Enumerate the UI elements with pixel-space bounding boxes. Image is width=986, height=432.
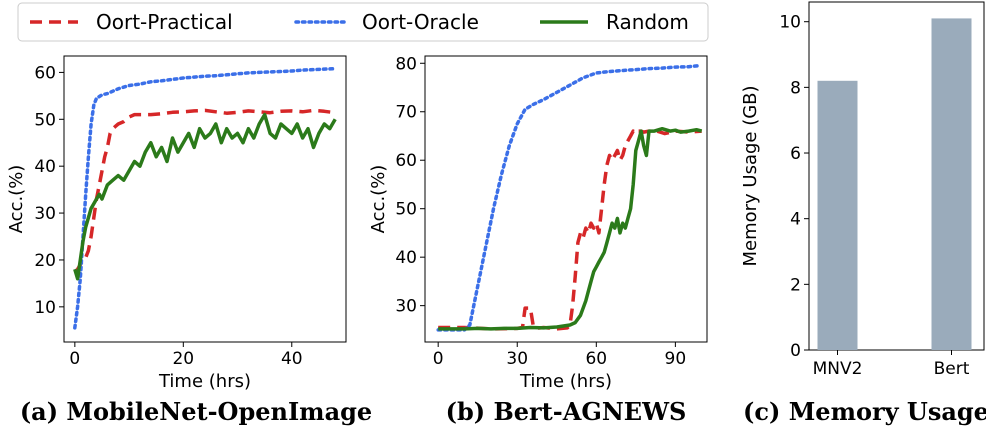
y-tick-label: 50 [395,200,417,220]
series-line-random [73,112,337,281]
legend: Oort-Practical Oort-Oracle Random [17,2,709,42]
y-tick-label: 70 [395,103,417,123]
x-tick-label: 60 [585,349,607,369]
y-tick-label: 0 [790,341,801,361]
x-axis-label: Time (hrs) [519,371,612,392]
x-tick-label: 90 [665,349,687,369]
y-tick-label: 40 [34,157,56,177]
x-tick-label: 0 [69,349,80,369]
x-tick-label-bert: Bert [934,359,970,379]
y-tick-label: 8 [790,78,801,98]
y-tick-label: 20 [34,251,56,271]
y-tick-label: 10 [34,298,56,318]
bar-bert [931,18,972,350]
x-axis-label: Time (hrs) [158,371,251,392]
bar-mnv2 [817,80,858,350]
y-tick-label: 40 [395,248,417,268]
x-tick-label: 40 [281,349,303,369]
series-line-oort-practical [73,108,336,274]
panel-mobilenet-openimage: 0 20 40 10 20 30 40 50 60 Time (hrs) Acc.(%) (a)… [6,55,372,426]
plot-frame [424,55,708,343]
legend-label-oort-practical: Oort-Practical [96,10,233,34]
legend-frame [17,2,709,42]
x-tick-label: 30 [506,349,528,369]
y-tick-label: 10 [779,13,801,33]
y-tick-label: 6 [790,144,801,164]
caption-a: (a) MobileNet-OpenImage [20,397,372,426]
caption-b: (b) Bert-AGNEWS [446,397,687,426]
y-tick-label: 80 [395,54,417,74]
y-tick-label: 50 [34,110,56,130]
y-axis-label: Acc.(%) [368,165,389,234]
legend-label-random: Random [606,10,689,34]
caption-c: (c) Memory Usage [743,397,986,426]
y-axis-label: Memory Usage (GB) [740,85,761,266]
y-tick-label: 2 [790,275,801,295]
plot-frame [63,55,347,343]
panel-memory-usage: 0 2 4 6 8 10 MNV2 Bert Memory Usage (GB) (c) Me… [740,1,986,426]
series-line-oort-oracle [73,66,337,330]
y-tick-label: 30 [395,297,417,317]
x-tick-label: 0 [433,349,444,369]
plot-frame [808,1,985,351]
x-tick-label-mnv2: MNV2 [813,359,863,379]
y-tick-label: 60 [34,63,56,83]
panel-bert-agnews: 0 30 60 90 30 40 50 60 70 80 Time (hrs) Acc.(%) (… [368,54,708,426]
series-line-oort-oracle [436,63,701,332]
legend-label-oort-oracle: Oort-Oracle [362,10,479,34]
y-tick-label: 30 [34,204,56,224]
y-tick-label: 4 [790,210,801,230]
y-axis-label: Acc.(%) [6,165,27,234]
series-line-random [438,126,703,331]
series-line-oort-practical [438,129,702,331]
x-tick-label: 20 [172,349,194,369]
y-tick-label: 60 [395,151,417,171]
